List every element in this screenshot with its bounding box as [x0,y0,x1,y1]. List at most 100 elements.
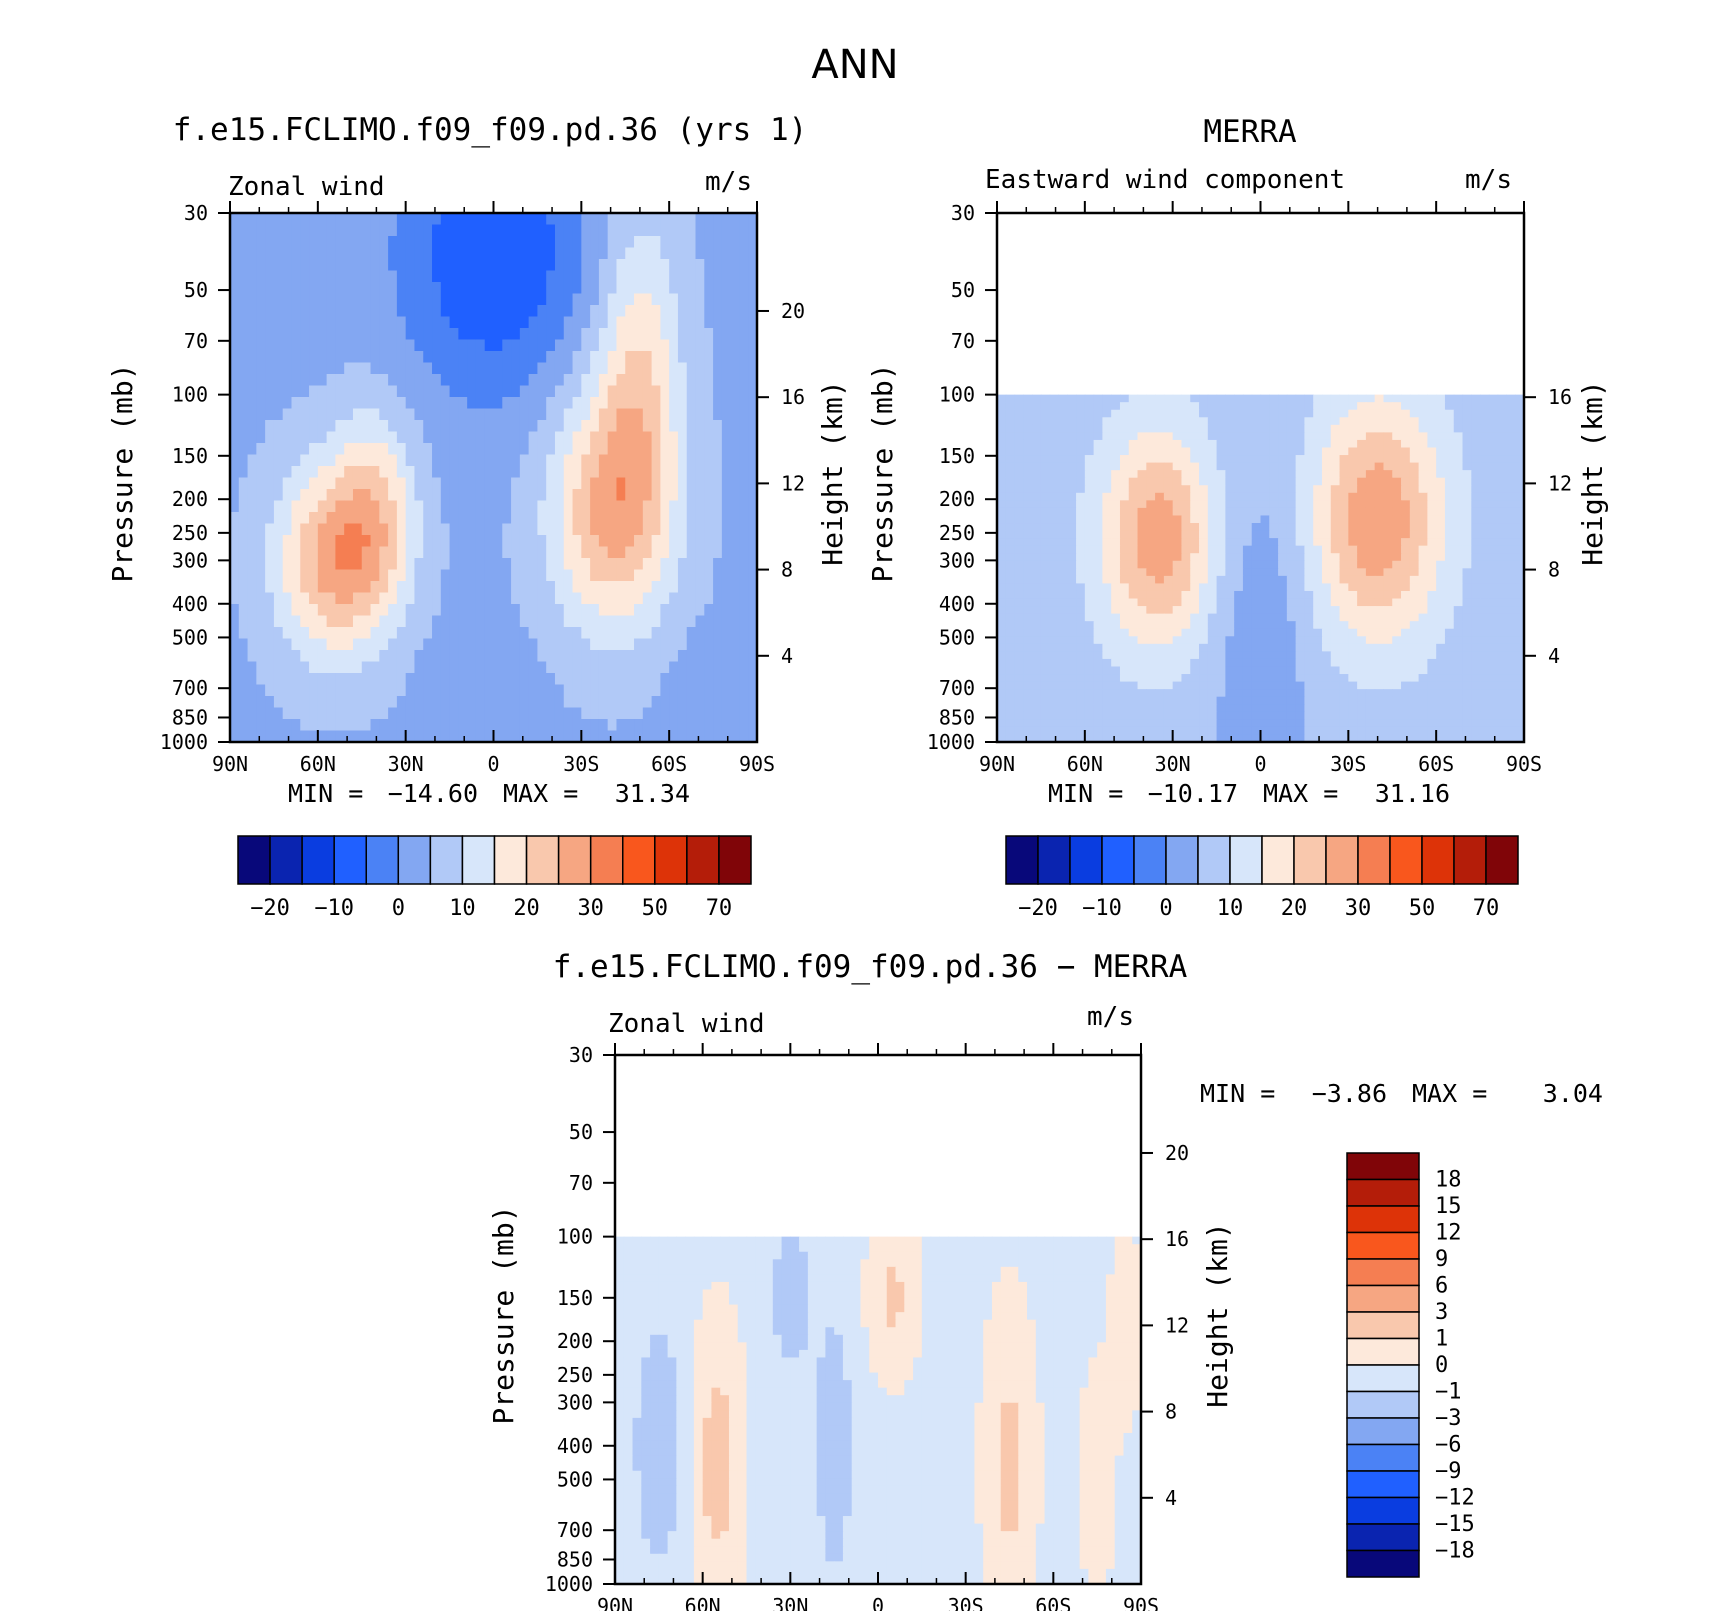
field-cell [1119,590,1130,600]
field-cell [739,512,749,525]
field-cell [238,592,249,605]
field-cell [273,604,284,617]
field-cell [1515,424,1525,433]
field-cell [554,558,565,571]
field-cell [414,454,424,467]
field-cell [537,615,547,628]
x-tick-label: 90N [212,752,248,776]
field-cell [1199,455,1209,464]
field-cell [1339,500,1349,509]
field-cell [1427,492,1437,501]
field-cell [484,569,495,582]
field-cell [361,592,372,605]
field-cell [1339,394,1349,403]
field-cell [616,443,626,456]
field-cell [1207,575,1218,585]
field-cell [291,592,301,605]
field-cell [1444,523,1455,532]
field-cell [528,454,539,467]
field-cell [625,604,635,617]
field-cell [519,500,530,513]
field-cell [607,351,618,364]
field-cell [1093,455,1103,464]
field-cell [388,443,398,456]
field-cell [1365,643,1376,652]
field-cell [1497,628,1508,637]
field-cell [344,454,354,467]
field-cell [405,558,416,571]
field-cell [1190,447,1200,456]
field-cell [713,213,723,226]
field-cell [458,523,468,536]
field-cell [1392,394,1402,403]
field-cell [414,500,424,513]
field-cell [713,581,723,594]
field-cell [1462,643,1472,652]
field-cell [1506,394,1516,403]
field-cell [1111,606,1121,615]
field-cell [449,546,459,559]
field-cell [1427,575,1437,585]
field-cell [554,259,565,272]
field-cell [704,546,714,559]
field-cell [686,362,697,375]
field-cell [361,420,372,433]
field-cell [432,351,442,364]
field-cell [282,535,293,548]
field-cell [1216,590,1226,600]
field-cell [423,454,433,467]
field-cell [1269,523,1279,532]
field-cell [247,684,257,697]
field-cell [352,351,363,364]
field-cell [1488,477,1499,486]
field-cell [616,489,626,502]
field-cell [423,224,433,237]
field-cell [660,305,670,318]
field-cell [713,535,723,548]
field-cell [423,592,433,605]
field-cell [475,523,486,536]
field-cell [739,236,749,249]
field-cell [1427,500,1437,509]
field-cell [458,351,468,364]
field-cell [997,658,1007,668]
field-cell [721,385,732,398]
field-cell [440,259,451,272]
field-cell [1506,523,1516,532]
field-cell [669,500,679,513]
field-cell [475,604,486,617]
field-cell [748,615,758,628]
field-cell [1313,538,1323,547]
field-cell [475,270,486,283]
field-cell [1181,590,1191,600]
field-cell [625,236,635,249]
field-cell [660,362,670,375]
field-cell [677,339,688,352]
field-cell [581,604,591,617]
field-cell [1515,515,1525,524]
field-cell [528,661,539,674]
field-cell [379,247,389,260]
field-cell [1286,553,1297,562]
field-cell [265,282,275,295]
field-cell [493,397,503,410]
field-cell [458,431,468,444]
field-cell [388,592,398,605]
field-cell [1365,424,1376,433]
field-cell [686,615,697,628]
field-cell [1005,394,1016,403]
field-cell [1497,439,1508,449]
field-cell [546,558,556,571]
field-cell [379,351,389,364]
field-cell [1383,643,1393,652]
field-cell [291,604,301,617]
field-cell [484,707,495,720]
field-cell [1348,613,1358,622]
field-cell [677,489,688,502]
field-cell [1365,515,1376,524]
field-cell [607,535,618,548]
field-cell [1119,613,1130,622]
field-cell [528,707,539,720]
field-cell [273,615,284,628]
field-cell [1199,402,1209,411]
